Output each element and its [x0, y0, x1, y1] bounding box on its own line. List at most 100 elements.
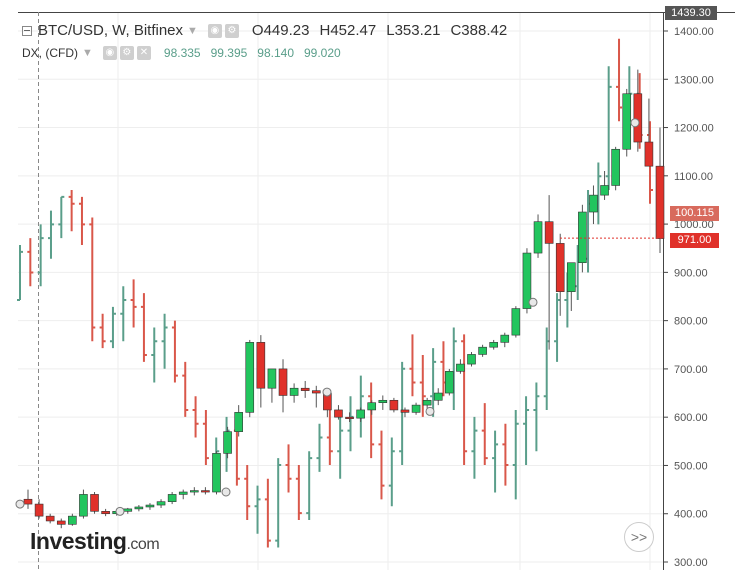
candle-body: [400, 409, 410, 413]
candle-body: [145, 504, 155, 508]
candle-body: [611, 148, 620, 186]
chevron-down-icon[interactable]: ▼: [187, 24, 198, 37]
candle-body: [522, 252, 532, 309]
candle-body: [445, 371, 454, 394]
high-value: 452.47: [330, 22, 377, 39]
candle-body: [655, 165, 665, 239]
eye-icon[interactable]: ◉: [207, 23, 222, 38]
event-marker: [115, 506, 125, 516]
y-tick-label: 1400.00: [674, 26, 714, 38]
event-marker: [322, 387, 332, 397]
event-marker: [528, 297, 538, 307]
scroll-to-latest-button[interactable]: >>: [624, 522, 654, 552]
candle-body: [56, 520, 66, 525]
candle-body: [234, 412, 243, 432]
candle-body: [90, 494, 99, 512]
gear-icon[interactable]: ⚙: [224, 23, 239, 38]
candle-body: [345, 416, 354, 419]
candle-body: [356, 409, 365, 419]
low-key: L: [386, 22, 395, 39]
y-tick-label: 400.00: [674, 509, 708, 521]
event-marker: [425, 406, 435, 416]
candle-body: [633, 93, 643, 143]
logo-name: Investing: [30, 528, 127, 554]
candle-body: [533, 221, 543, 254]
candle-body: [622, 93, 632, 150]
chevron-down-icon[interactable]: ▼: [82, 47, 93, 59]
indicator-value: 98.335: [163, 46, 201, 60]
candle-body: [334, 409, 343, 418]
candle-body: [45, 515, 55, 522]
candle-body: [589, 194, 598, 213]
y-tick-label: 300.00: [674, 557, 708, 569]
candle-body: [433, 392, 443, 401]
collapse-toggle[interactable]: [22, 25, 32, 36]
candle-body: [267, 368, 277, 389]
candle-body: [79, 494, 88, 517]
candle-body: [212, 453, 221, 493]
candle-body: [123, 508, 133, 512]
open-key: O: [251, 22, 264, 39]
top-price-tag: 1439.30: [665, 6, 717, 20]
eye-icon[interactable]: ◉: [102, 46, 117, 60]
event-marker: [15, 499, 25, 509]
candle-body: [101, 511, 110, 515]
candle-body: [311, 390, 321, 394]
close-icon[interactable]: ✕: [136, 46, 151, 60]
open-value: 449.23: [263, 22, 310, 39]
main-legend: BTC/USD, W, Bitfinex ▼ ◉ ⚙ O 449.23 H 452.…: [22, 22, 507, 39]
indicator-legend: DX, (CFD) ▼ ◉ ⚙ ✕ 98.335 99.395 98.140 9…: [22, 46, 341, 60]
close-key: C: [450, 22, 462, 39]
indicator-value: 98.140: [257, 46, 294, 60]
candle-body: [500, 334, 510, 343]
dx-last-price-tag: 100.115: [670, 206, 719, 221]
low-value: 353.21: [394, 22, 441, 39]
candle-body: [223, 431, 232, 454]
y-tick-label: 800.00: [674, 316, 708, 328]
candle-body: [511, 308, 521, 336]
candle-body: [456, 363, 465, 372]
y-tick-label: 500.00: [674, 460, 708, 472]
candle-body: [190, 490, 199, 493]
candle-body: [478, 346, 487, 355]
y-tick-label: 1200.00: [674, 123, 714, 135]
candle-body: [489, 342, 498, 348]
candle-body: [23, 498, 33, 505]
candle-body: [167, 494, 177, 502]
candle-body: [389, 399, 399, 411]
candle-body: [201, 490, 210, 493]
indicator-value: 99.395: [210, 46, 248, 60]
candle-body: [300, 387, 310, 391]
y-tick-label: 700.00: [674, 364, 708, 376]
indicator-value: 99.020: [304, 46, 341, 60]
event-marker: [630, 118, 640, 128]
candle-body: [245, 342, 255, 413]
investing-logo[interactable]: Investing.com: [30, 528, 160, 555]
candle-body: [578, 211, 587, 264]
y-tick-label: 900.00: [674, 267, 708, 279]
event-marker: [221, 487, 231, 497]
candle-body: [34, 503, 44, 517]
candle-body: [467, 354, 476, 365]
candle-body: [289, 387, 299, 396]
indicator-title[interactable]: DX, (CFD): [22, 46, 78, 60]
close-value: 388.42: [461, 22, 508, 39]
candle-body: [422, 399, 432, 406]
gear-icon[interactable]: ⚙: [119, 46, 134, 60]
y-tick-label: 1300.00: [674, 74, 714, 86]
logo-suffix: .com: [126, 536, 160, 553]
candle-body: [555, 243, 565, 292]
candle-body: [566, 262, 576, 292]
btc-last-price-tag: 971.00: [670, 233, 719, 248]
candle-body: [278, 368, 288, 396]
candle-body: [178, 491, 188, 495]
candle-body: [256, 342, 266, 389]
high-key: H: [319, 22, 331, 39]
candle-body: [367, 402, 377, 411]
symbol-title[interactable]: BTC/USD, W, Bitfinex: [38, 22, 184, 39]
y-tick-label: 1000.00: [674, 219, 714, 231]
candle-body: [156, 501, 166, 506]
candle-body: [544, 221, 554, 244]
